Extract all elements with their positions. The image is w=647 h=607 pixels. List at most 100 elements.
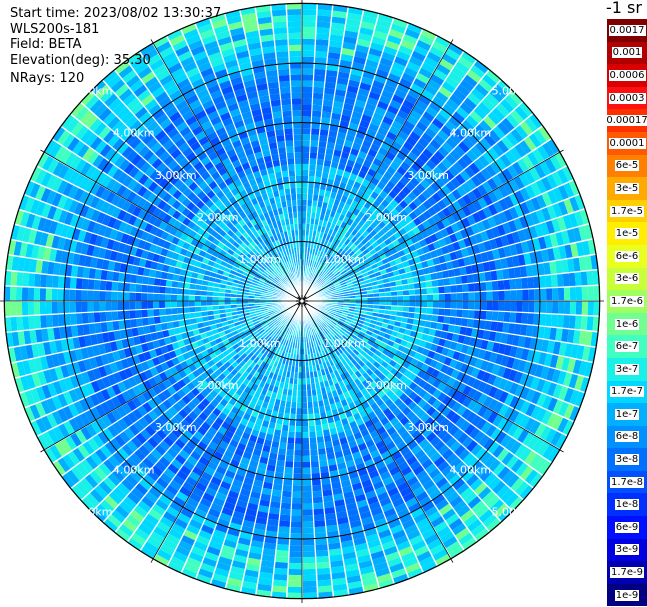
range-gate-cell bbox=[363, 433, 373, 443]
range-gate-cell bbox=[302, 420, 309, 427]
range-gate-cell bbox=[260, 368, 267, 376]
range-gate-cell bbox=[404, 328, 412, 336]
range-gate-cell bbox=[313, 74, 325, 82]
range-gate-cell bbox=[345, 330, 352, 336]
range-gate-cell bbox=[352, 246, 360, 253]
range-gate-cell bbox=[428, 420, 440, 432]
range-gate-cell bbox=[575, 301, 583, 315]
range-gate-cell bbox=[115, 340, 124, 351]
range-gate-cell bbox=[302, 545, 316, 552]
range-gate-cell bbox=[348, 388, 356, 397]
range-gate-cell bbox=[457, 140, 470, 153]
range-gate-cell bbox=[105, 281, 113, 292]
range-gate-cell bbox=[31, 244, 40, 260]
range-gate-cell bbox=[224, 301, 231, 306]
range-gate-cell bbox=[427, 375, 437, 385]
range-gate-cell bbox=[254, 522, 267, 531]
range-gate-cell bbox=[426, 216, 436, 227]
range-gate-cell bbox=[360, 113, 372, 123]
range-gate-cell bbox=[337, 241, 344, 248]
range-gate-cell bbox=[79, 412, 91, 427]
range-gate-cell bbox=[53, 327, 61, 341]
range-gate-cell bbox=[288, 425, 296, 432]
range-gate-cell bbox=[501, 117, 515, 132]
range-gate-cell bbox=[154, 270, 162, 279]
range-gate-cell bbox=[470, 443, 483, 456]
range-gate-cell bbox=[382, 540, 396, 551]
range-gate-cell bbox=[146, 453, 159, 465]
range-gate-cell bbox=[459, 79, 474, 92]
range-gate-cell bbox=[331, 350, 338, 358]
range-gate-cell bbox=[215, 523, 229, 534]
range-gate-cell bbox=[112, 271, 120, 282]
range-gate-cell bbox=[117, 349, 127, 360]
range-gate-cell bbox=[303, 586, 318, 594]
range-gate-cell bbox=[367, 301, 374, 305]
range-gate-cell bbox=[477, 101, 491, 115]
range-gate-cell bbox=[534, 456, 547, 472]
range-gate-cell bbox=[322, 429, 331, 437]
range-gate-cell bbox=[370, 430, 380, 439]
range-gate-cell bbox=[380, 360, 389, 369]
range-gate-cell bbox=[127, 492, 141, 505]
range-gate-cell bbox=[163, 352, 172, 362]
range-gate-cell bbox=[490, 270, 498, 281]
range-gate-cell bbox=[379, 305, 386, 310]
range-gate-cell bbox=[429, 233, 438, 243]
range-gate-cell bbox=[129, 470, 143, 483]
range-gate-cell bbox=[535, 250, 544, 263]
range-gate-cell bbox=[514, 105, 529, 121]
range-gate-cell bbox=[207, 315, 215, 321]
range-gate-cell bbox=[280, 436, 288, 444]
range-gate-cell bbox=[325, 147, 334, 156]
range-gate-cell bbox=[353, 136, 364, 145]
range-gate-cell bbox=[327, 366, 334, 374]
range-gate-cell bbox=[155, 364, 164, 375]
range-gate-cell bbox=[168, 406, 178, 417]
range-gate-cell bbox=[373, 561, 389, 572]
range-gate-cell bbox=[426, 406, 437, 417]
range-gate-cell bbox=[552, 202, 563, 218]
range-gate-cell bbox=[312, 98, 323, 106]
range-gate-cell bbox=[332, 336, 338, 343]
range-gate-cell bbox=[353, 314, 360, 320]
range-gate-cell bbox=[308, 235, 313, 243]
range-gate-cell bbox=[248, 325, 256, 331]
range-gate-cell bbox=[327, 256, 334, 263]
range-gate-cell bbox=[30, 420, 42, 437]
range-gate-cell bbox=[418, 152, 430, 164]
range-gate-cell bbox=[344, 320, 352, 326]
range-gate-cell bbox=[94, 185, 106, 199]
range-gate-cell bbox=[566, 258, 575, 273]
range-gate-cell bbox=[273, 573, 288, 581]
range-gate-cell bbox=[314, 312, 320, 318]
range-gate-cell bbox=[421, 561, 438, 573]
range-gate-cell bbox=[270, 339, 277, 346]
range-gate-cell bbox=[545, 313, 552, 327]
range-gate-cell bbox=[505, 113, 520, 128]
range-gate-cell bbox=[422, 372, 432, 382]
range-gate-cell bbox=[366, 96, 379, 106]
range-gate-cell bbox=[116, 405, 128, 418]
range-gate-cell bbox=[312, 194, 319, 201]
range-gate-cell bbox=[421, 458, 434, 470]
range-gate-cell bbox=[486, 494, 501, 509]
range-gate-cell bbox=[261, 375, 269, 383]
range-gate-cell bbox=[149, 225, 159, 236]
range-gate-cell bbox=[363, 275, 370, 281]
range-gate-cell bbox=[367, 148, 378, 158]
range-gate-cell bbox=[415, 490, 429, 502]
range-gate-cell bbox=[514, 384, 525, 398]
range-gate-cell bbox=[51, 301, 58, 315]
range-gate-cell bbox=[23, 330, 32, 345]
range-gate-cell bbox=[580, 376, 590, 393]
range-gate-cell bbox=[302, 92, 313, 99]
range-gate-cell bbox=[166, 321, 174, 330]
range-gate-cell bbox=[342, 343, 349, 350]
range-gate-cell bbox=[481, 371, 492, 383]
range-gate-cell bbox=[403, 120, 415, 131]
range-gate-cell bbox=[166, 484, 179, 496]
range-gate-cell bbox=[108, 455, 121, 469]
range-gate-cell bbox=[329, 311, 336, 316]
range-gate-cell bbox=[418, 495, 432, 508]
